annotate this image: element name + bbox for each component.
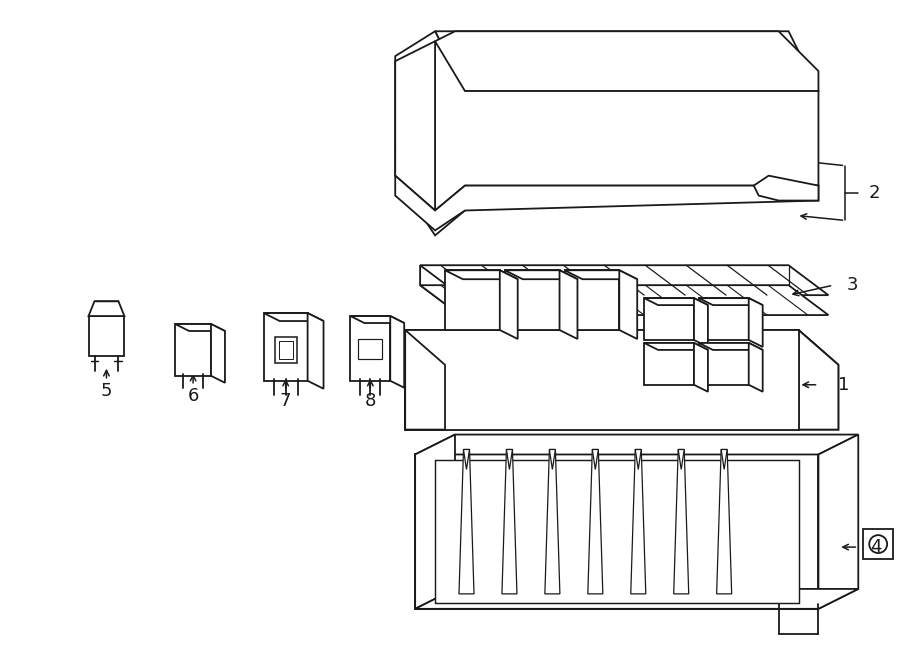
Polygon shape [420, 265, 828, 295]
Polygon shape [721, 449, 727, 469]
Polygon shape [176, 324, 225, 331]
Polygon shape [420, 265, 460, 315]
Polygon shape [445, 270, 518, 279]
Polygon shape [694, 343, 708, 392]
Polygon shape [435, 31, 818, 91]
Polygon shape [505, 270, 578, 279]
Polygon shape [435, 31, 818, 91]
Text: 1: 1 [839, 375, 850, 394]
Polygon shape [405, 330, 445, 430]
Polygon shape [694, 298, 708, 347]
Polygon shape [564, 270, 637, 279]
Polygon shape [592, 449, 598, 469]
Polygon shape [699, 343, 762, 350]
Polygon shape [631, 449, 646, 594]
Polygon shape [644, 343, 694, 385]
Polygon shape [679, 449, 684, 469]
Polygon shape [435, 461, 798, 603]
Polygon shape [505, 270, 560, 330]
Polygon shape [264, 313, 323, 321]
Polygon shape [635, 449, 642, 469]
Polygon shape [699, 298, 762, 305]
Polygon shape [749, 343, 762, 392]
Polygon shape [405, 330, 839, 365]
Polygon shape [445, 270, 500, 330]
Text: 7: 7 [280, 392, 292, 410]
Polygon shape [395, 176, 818, 231]
Polygon shape [716, 449, 732, 594]
Polygon shape [544, 449, 560, 594]
Text: 5: 5 [101, 382, 112, 400]
Polygon shape [619, 270, 637, 339]
Polygon shape [395, 151, 465, 235]
Text: 6: 6 [187, 387, 199, 405]
Polygon shape [415, 434, 859, 455]
Polygon shape [350, 316, 404, 323]
Polygon shape [863, 529, 893, 559]
Text: 2: 2 [868, 184, 879, 202]
Polygon shape [818, 434, 859, 609]
Text: 8: 8 [364, 392, 376, 410]
Polygon shape [753, 176, 818, 200]
Polygon shape [395, 31, 465, 210]
Polygon shape [644, 298, 694, 340]
Polygon shape [465, 91, 818, 186]
Polygon shape [644, 343, 708, 350]
Polygon shape [500, 270, 518, 339]
Polygon shape [405, 330, 798, 430]
Polygon shape [674, 449, 688, 594]
Polygon shape [502, 449, 517, 594]
Polygon shape [749, 298, 762, 347]
Polygon shape [564, 270, 619, 330]
Polygon shape [405, 330, 839, 430]
Polygon shape [264, 313, 308, 381]
Polygon shape [415, 589, 859, 609]
Text: 4: 4 [870, 538, 882, 556]
Polygon shape [699, 343, 749, 385]
Text: 3: 3 [846, 276, 858, 294]
Polygon shape [420, 265, 788, 285]
Polygon shape [644, 298, 708, 305]
Polygon shape [464, 449, 470, 469]
Polygon shape [420, 285, 828, 315]
Polygon shape [176, 324, 211, 376]
Circle shape [869, 535, 887, 553]
Polygon shape [274, 337, 297, 363]
Polygon shape [350, 316, 391, 381]
Polygon shape [435, 41, 818, 210]
Polygon shape [358, 339, 382, 359]
Polygon shape [415, 455, 818, 609]
Polygon shape [459, 449, 474, 594]
Polygon shape [560, 270, 578, 339]
Polygon shape [798, 330, 839, 430]
Polygon shape [391, 316, 404, 388]
Polygon shape [395, 41, 435, 210]
Polygon shape [699, 298, 749, 340]
Polygon shape [279, 341, 292, 359]
Polygon shape [415, 434, 455, 609]
Polygon shape [88, 316, 124, 356]
Polygon shape [211, 324, 225, 383]
Polygon shape [88, 301, 124, 316]
Polygon shape [507, 449, 512, 469]
Polygon shape [549, 449, 555, 469]
Polygon shape [588, 449, 603, 594]
Polygon shape [308, 313, 323, 389]
